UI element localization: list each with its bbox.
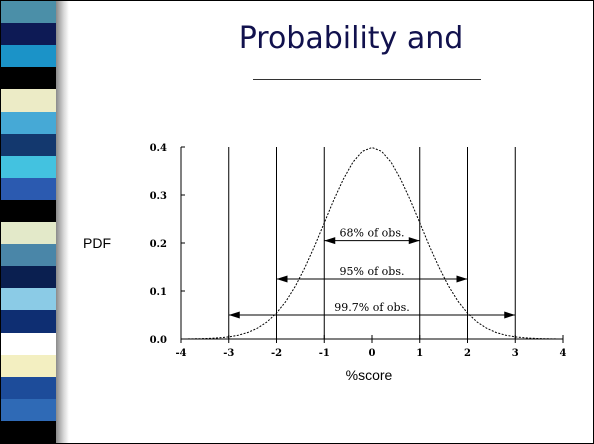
x-tick-label: -4 xyxy=(175,348,186,359)
sidebar-stripe xyxy=(1,376,56,400)
arrow-head-right xyxy=(456,275,468,283)
sidebar-stripe xyxy=(1,89,56,112)
sidebar-stripe xyxy=(1,23,56,46)
sidebar-shadow xyxy=(56,1,69,443)
sidebar-stripes xyxy=(1,1,56,443)
pdf-curve xyxy=(180,146,564,340)
sidebar-stripe xyxy=(1,310,56,333)
slide-title: Probability and xyxy=(238,21,464,56)
sidebar-stripe xyxy=(1,332,56,356)
decorative-sidebar xyxy=(1,1,69,443)
sidebar-stripe xyxy=(1,420,56,443)
x-tick-label: 4 xyxy=(560,348,567,359)
x-tick-label: 1 xyxy=(416,348,423,359)
sidebar-stripe xyxy=(1,244,56,267)
annotation-label: 95% of obs. xyxy=(340,265,405,278)
annotation-label: 99.7% of obs. xyxy=(334,301,409,314)
pdf-curve-line xyxy=(180,146,564,340)
sidebar-stripe xyxy=(1,266,56,289)
sidebar-stripe xyxy=(1,288,56,311)
arrow-head-left xyxy=(228,311,240,319)
x-axis-label: %score xyxy=(346,367,393,383)
y-tick-label: 0.4 xyxy=(150,143,167,154)
arrow-head-left xyxy=(324,237,336,245)
annotation-label: 68% of obs. xyxy=(340,227,405,240)
sidebar-stripe xyxy=(1,67,56,90)
sidebar-stripe xyxy=(1,177,56,201)
sidebar-stripe xyxy=(1,133,56,157)
arrow-head-right xyxy=(504,311,516,319)
y-tick-label: 0.3 xyxy=(150,191,167,202)
sidebar-stripe xyxy=(1,111,56,135)
x-tick-label: 0 xyxy=(369,348,376,359)
x-tick-label: 2 xyxy=(464,348,471,359)
x-tick-label: -1 xyxy=(319,348,330,359)
sidebar-stripe xyxy=(1,398,56,422)
sidebar-stripe xyxy=(1,354,56,378)
sidebar-stripe xyxy=(1,1,56,24)
y-tick-label: 0.1 xyxy=(150,287,167,298)
sidebar-stripe xyxy=(1,155,56,179)
title-blank-line xyxy=(253,79,481,80)
y-tick-label: 0.2 xyxy=(150,239,167,250)
arrow-head-right xyxy=(408,237,420,245)
annotations: 68% of obs. 95% of obs. 99.7% of obs. xyxy=(228,227,516,319)
sidebar-stripe xyxy=(1,45,56,68)
tick-labels: -4 -3 -2 -1 0 1 2 3 4 0.0 0.1 0.2 0.3 0.4 xyxy=(150,143,567,359)
sidebar-stripe xyxy=(1,199,56,223)
x-tick-label: -2 xyxy=(271,348,282,359)
x-tick-label: -3 xyxy=(223,348,234,359)
y-tick-label: 0.0 xyxy=(150,335,167,346)
x-tick-label: 3 xyxy=(512,348,519,359)
sidebar-stripe xyxy=(1,222,56,245)
arrow-head-left xyxy=(276,275,288,283)
y-axis-label: PDF xyxy=(83,235,111,251)
sigma-lines xyxy=(228,147,516,339)
